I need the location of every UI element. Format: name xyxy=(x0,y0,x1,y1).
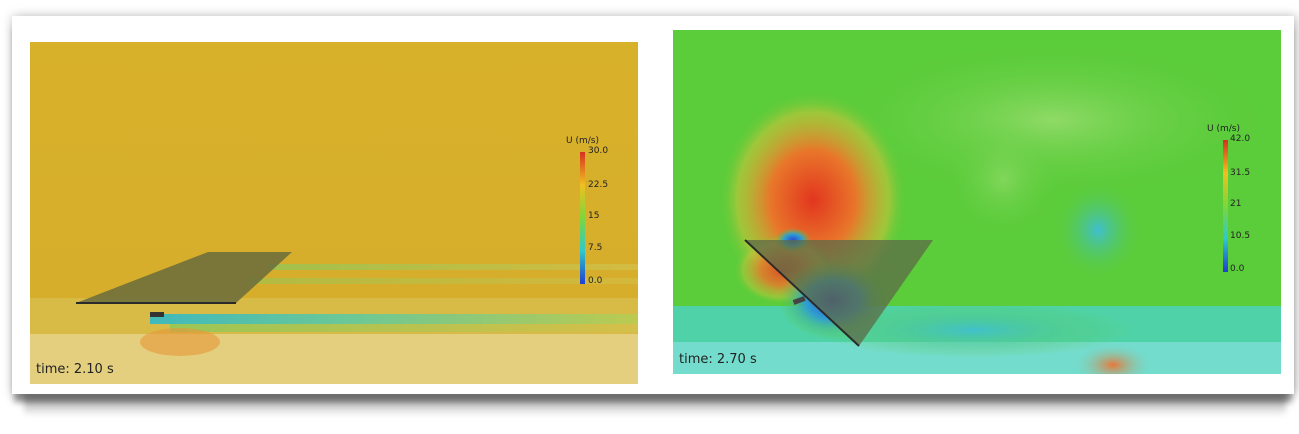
right-colorbar-title: U (m/s) xyxy=(1207,124,1240,134)
left-colorbar-tick: 22.5 xyxy=(588,180,609,190)
right-colorbar-tick: 10.5 xyxy=(1230,231,1251,241)
left-colorbar-title: U (m/s) xyxy=(566,136,599,146)
right-colorbar-tick: 0.0 xyxy=(1230,264,1245,274)
left-time-label: time: 2.10 s xyxy=(36,362,114,377)
right-velocity-field xyxy=(673,30,1281,374)
left-colorbar xyxy=(580,152,585,284)
left-colorbar-tick: 15 xyxy=(588,211,600,221)
left-simulation-panel: U (m/s) 30.0 22.5 15 7.5 0.0 time: 2.10 … xyxy=(30,42,638,384)
right-time-label: time: 2.70 s xyxy=(679,352,757,367)
right-colorbar xyxy=(1223,140,1228,272)
right-simulation-panel: U (m/s) 42.0 31.5 21 10.5 0.0 time: 2.70… xyxy=(673,30,1281,374)
right-colorbar-tick: 42.0 xyxy=(1230,134,1251,144)
right-colorbar-tick: 21 xyxy=(1230,199,1242,209)
left-velocity-field xyxy=(30,42,638,384)
left-colorbar-tick: 0.0 xyxy=(588,276,603,286)
tilted-plate xyxy=(745,240,933,346)
right-colorbar-tick: 31.5 xyxy=(1230,168,1251,178)
left-colorbar-tick: 7.5 xyxy=(588,243,603,253)
card-shadow xyxy=(24,392,1286,416)
flat-plate xyxy=(76,252,292,303)
left-colorbar-tick: 30.0 xyxy=(588,146,609,156)
